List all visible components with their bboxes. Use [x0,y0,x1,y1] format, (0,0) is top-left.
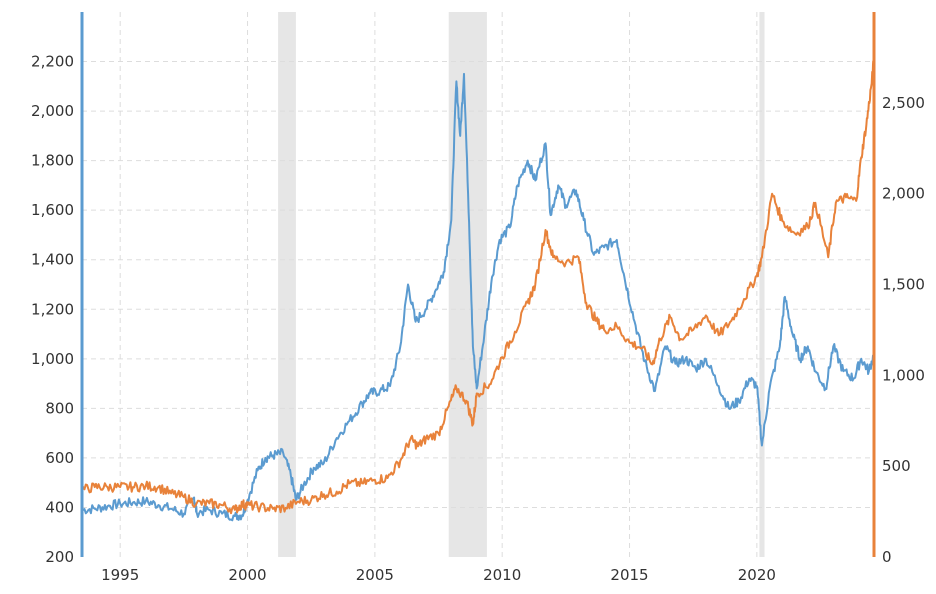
y-right-tick-label: 1,000 [882,366,925,384]
y-left-tick-label: 1,400 [31,251,74,269]
x-tick-label: 2010 [483,566,521,584]
recession-band-2 [759,12,765,557]
y-left-tick-label: 400 [45,498,74,516]
y-right-tick-label: 2,000 [882,185,925,203]
recession-bands [278,12,765,557]
y-right-tick-label: 2,500 [882,94,925,112]
recession-band-0 [278,12,296,557]
y-left-tick-label: 1,800 [31,152,74,170]
series-lines [81,56,875,522]
y-right-tick-label: 500 [882,457,911,475]
axes [80,12,876,557]
tick-labels: 200 400 600 800 1,000 1,200 1,400 1,600 1,800 2,0… [31,53,925,584]
y-left-tick-label: 200 [45,548,74,566]
y-left-tick-label: 800 [45,399,74,417]
y-left-tick-label: 1,000 [31,350,74,368]
gridlines [82,12,874,557]
y-right-tick-label: 0 [882,548,892,566]
y-left-tick-label: 1,200 [31,300,74,318]
series-line-orange [81,56,875,515]
x-tick-label: 2000 [228,566,266,584]
x-tick-label: 1995 [101,566,139,584]
y-left-tick-label: 2,000 [31,102,74,120]
y-right-tick-label: 1,500 [882,276,925,294]
x-tick-label: 2020 [738,566,776,584]
x-tick-label: 2015 [610,566,648,584]
x-tick-label: 2005 [356,566,394,584]
y-left-tick-label: 600 [45,449,74,467]
y-left-tick-label: 2,200 [31,53,74,71]
recession-band-1 [448,12,487,557]
y-left-tick-label: 1,600 [31,201,74,219]
